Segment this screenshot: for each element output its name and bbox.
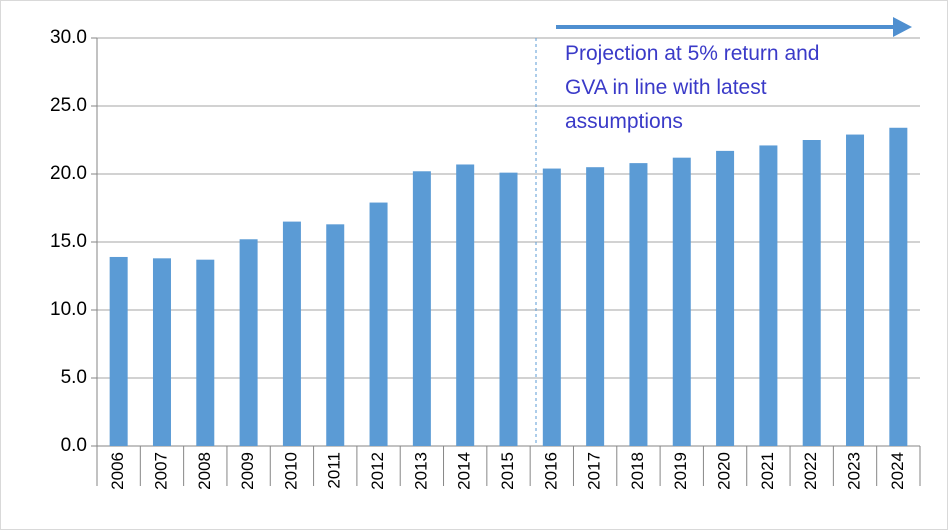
y-tick-label: 25.0 — [50, 95, 87, 116]
x-tick-label: 2016 — [541, 452, 560, 490]
x-tick-label: 2009 — [238, 452, 257, 490]
bar — [499, 172, 518, 446]
bar — [152, 258, 171, 446]
bar — [412, 171, 431, 446]
bar — [239, 239, 258, 446]
bar — [326, 224, 345, 446]
bar — [846, 134, 865, 446]
bar — [802, 140, 821, 446]
x-tick-label: 2018 — [628, 452, 647, 490]
bar — [672, 157, 691, 446]
annotation-line: Projection at 5% return and — [565, 42, 819, 65]
x-tick-label: 2012 — [368, 452, 387, 490]
projection-arrow-head — [893, 17, 912, 37]
x-tick-label: 2021 — [758, 452, 777, 490]
annotation-line: GVA in line with latest — [565, 76, 767, 99]
bar — [716, 150, 735, 446]
x-tick-label: 2015 — [498, 452, 517, 490]
bar — [456, 164, 475, 447]
y-tick-label: 0.0 — [61, 435, 87, 456]
x-tick-label: 2008 — [195, 452, 214, 490]
bar — [542, 168, 561, 446]
bar — [282, 221, 301, 446]
x-tick-label: 2014 — [455, 452, 474, 490]
x-tick-label: 2006 — [108, 452, 127, 490]
bar — [759, 145, 778, 446]
bar — [629, 163, 648, 446]
x-tick-label: 2011 — [325, 452, 344, 489]
bar — [109, 256, 128, 446]
annotation-line: assumptions — [565, 110, 683, 133]
y-tick-label: 10.0 — [50, 299, 87, 320]
y-tick-label: 20.0 — [50, 163, 87, 184]
bar — [196, 259, 215, 446]
x-tick-label: 2022 — [801, 452, 820, 490]
x-tick-label: 2017 — [585, 452, 604, 490]
y-tick-label: 30.0 — [50, 27, 87, 48]
x-tick-label: 2024 — [888, 452, 907, 490]
y-tick-label: 15.0 — [50, 231, 87, 252]
x-tick-label: 2019 — [671, 452, 690, 490]
bar — [889, 127, 908, 446]
bar — [369, 202, 388, 446]
x-tick-label: 2023 — [845, 452, 864, 490]
x-tick-label: 2010 — [281, 452, 300, 490]
bar — [586, 167, 605, 446]
x-tick-label: 2013 — [411, 452, 430, 490]
x-tick-label: 2020 — [715, 452, 734, 490]
x-tick-label: 2007 — [151, 452, 170, 490]
y-tick-label: 5.0 — [61, 367, 87, 388]
